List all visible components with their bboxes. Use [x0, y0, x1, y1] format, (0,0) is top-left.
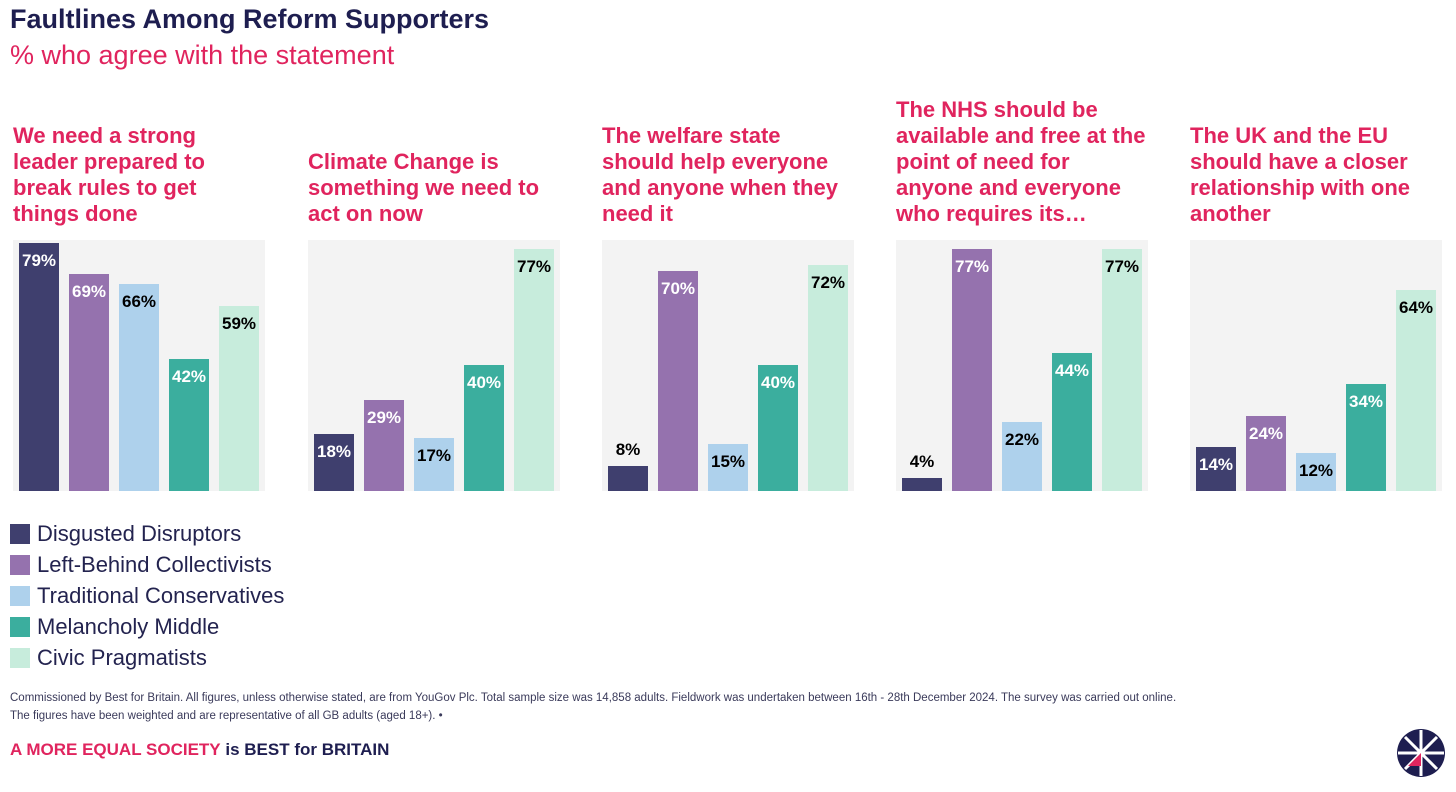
chart-subtitle: % who agree with the statement — [10, 40, 395, 70]
bar — [902, 478, 942, 491]
bar — [1346, 384, 1386, 491]
legend-item: Traditional Conservatives — [10, 580, 284, 611]
bar — [414, 437, 454, 491]
bar — [658, 271, 698, 491]
legend-item: Civic Pragmatists — [10, 642, 284, 673]
legend-label: Traditional Conservatives — [37, 582, 285, 608]
data-label: 15% — [710, 451, 746, 471]
data-label: 24% — [1248, 423, 1284, 443]
bar — [169, 359, 209, 491]
tagline: A MORE EQUAL SOCIETY is BEST for BRITAIN — [10, 740, 389, 760]
chart-panel: The NHS should be available and free at … — [896, 90, 1148, 492]
bar — [1196, 447, 1236, 491]
bar — [708, 443, 748, 491]
legend: Disgusted Disruptors Left-Behind Collecti… — [10, 518, 284, 673]
data-label: 18% — [316, 442, 352, 462]
data-label: 59% — [221, 313, 257, 333]
data-label: 29% — [366, 407, 402, 427]
bar — [314, 434, 354, 491]
data-label: 79% — [21, 250, 57, 270]
chart-panel: The UK and the EU should have a closer r… — [1190, 90, 1442, 492]
legend-swatch — [10, 616, 30, 637]
bar — [1246, 415, 1286, 491]
plot-area: 18% 29% 17% 40% 77% — [308, 240, 560, 491]
data-label: 77% — [516, 257, 552, 277]
data-label: 66% — [121, 291, 157, 311]
data-label: 4% — [909, 452, 935, 472]
bar — [1002, 421, 1042, 491]
data-label: 14% — [1198, 455, 1234, 475]
legend-label: Disgusted Disruptors — [37, 520, 242, 546]
plot-area: 14% 24% 12% 34% 64% — [1190, 240, 1442, 491]
bar — [1052, 352, 1092, 491]
tagline-navy: is BEST for BRITAIN — [220, 740, 390, 759]
bar — [119, 283, 159, 491]
bar — [1396, 290, 1436, 491]
legend-swatch — [10, 554, 30, 575]
data-label: 12% — [1298, 461, 1334, 481]
legend-swatch — [10, 523, 30, 544]
best-for-britain-logo-icon — [1397, 729, 1445, 777]
legend-item: Left-Behind Collectivists — [10, 549, 284, 580]
footnote-line-2: The figures have been weighted and are r… — [10, 710, 443, 722]
panel-title: The NHS should be available and free at … — [896, 97, 1146, 226]
data-label: 70% — [660, 279, 696, 299]
bar — [952, 249, 992, 491]
bar — [364, 399, 404, 491]
bar — [808, 264, 848, 491]
data-label: 77% — [1104, 257, 1140, 277]
bar — [464, 365, 504, 491]
data-label: 42% — [171, 367, 207, 387]
legend-label: Left-Behind Collectivists — [37, 551, 272, 577]
plot-area: 4% 77% 22% 44% 77% — [896, 240, 1148, 491]
data-label: 64% — [1398, 298, 1434, 318]
plot-area: 79% 69% 66% 42% 59% — [13, 240, 265, 491]
bar — [1296, 453, 1336, 491]
bar — [758, 365, 798, 491]
bar — [1102, 249, 1142, 491]
legend-label: Melancholy Middle — [37, 613, 220, 639]
data-label: 34% — [1348, 392, 1384, 412]
data-label: 17% — [416, 445, 452, 465]
legend-label: Civic Pragmatists — [37, 644, 207, 670]
plot-area: 8% 70% 15% 40% 72% — [602, 240, 854, 491]
chart-panel: We need a strong leader prepared to brea… — [13, 90, 265, 492]
chart-title: Faultlines Among Reform Supporters — [10, 4, 490, 34]
footnote: Commissioned by Best for Britain. All fi… — [10, 689, 1176, 725]
data-label: 22% — [1004, 429, 1040, 449]
legend-swatch — [10, 585, 30, 606]
tagline-pink: A MORE EQUAL SOCIETY — [10, 740, 221, 759]
data-label: 8% — [615, 439, 641, 459]
panel-title: We need a strong leader prepared to brea… — [13, 123, 205, 226]
bar — [608, 465, 648, 491]
data-label: 69% — [71, 282, 107, 302]
bar — [19, 242, 59, 491]
panel-title: The welfare state should help everyone a… — [602, 123, 838, 226]
data-label: 44% — [1054, 360, 1090, 380]
data-label: 40% — [466, 373, 502, 393]
chart-panel: The welfare state should help everyone a… — [602, 90, 854, 492]
bar — [514, 249, 554, 491]
footnote-line-1: Commissioned by Best for Britain. All fi… — [10, 692, 1177, 704]
panel-title: Climate Change is something we need to a… — [308, 149, 540, 226]
legend-item: Disgusted Disruptors — [10, 518, 284, 549]
chart-panel: Climate Change is something we need to a… — [308, 90, 560, 492]
panel-title: The UK and the EU should have a closer r… — [1190, 123, 1411, 226]
data-label: 72% — [810, 272, 846, 292]
data-label: 77% — [954, 257, 990, 277]
bar — [219, 305, 259, 491]
legend-item: Melancholy Middle — [10, 611, 284, 642]
data-label: 40% — [760, 373, 796, 393]
bar — [69, 274, 109, 491]
legend-swatch — [10, 647, 30, 668]
